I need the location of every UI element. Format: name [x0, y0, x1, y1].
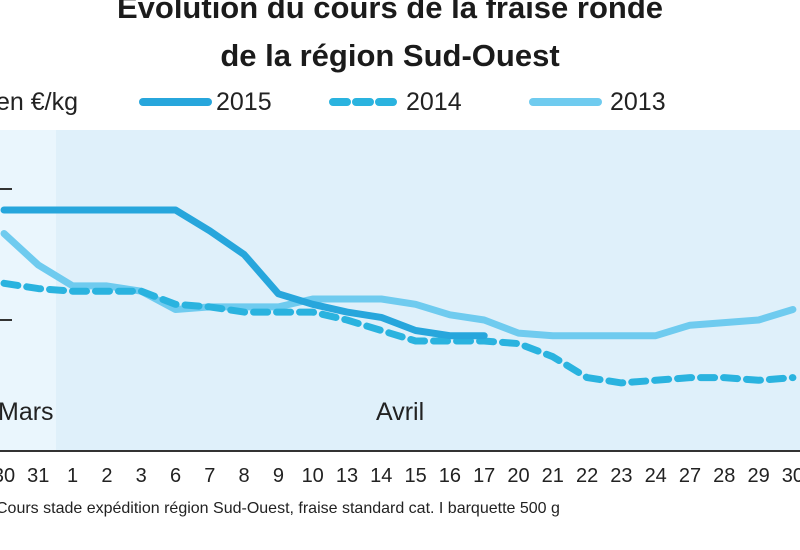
chart-subtitle: de la région Sud-Ouest: [220, 38, 560, 73]
series-line-2015: [0, 206, 488, 340]
x-tick-label: 28: [713, 465, 735, 487]
x-tick-label: 22: [576, 465, 598, 487]
y-ticks: [0, 188, 12, 321]
x-tick-label: 3: [136, 465, 147, 487]
x-tick-label: 9: [273, 465, 284, 487]
x-tick-label: 14: [370, 465, 392, 487]
x-tick-label: 23: [610, 465, 632, 487]
x-tick-label: 1: [67, 465, 78, 487]
x-tick-label: 8: [239, 465, 250, 487]
legend-label-2015: 2015: [216, 88, 272, 116]
series-group: [0, 206, 797, 387]
x-tick-label: 27: [679, 465, 701, 487]
legend-label-2014: 2014: [406, 88, 462, 116]
x-tick-label: 10: [302, 465, 324, 487]
x-tick-label: 7: [204, 465, 215, 487]
x-tick-label: 17: [473, 465, 495, 487]
x-tick-label: 6: [170, 465, 181, 487]
x-tick-label: 30: [782, 465, 800, 487]
x-tick-label: 30: [0, 465, 15, 487]
x-tick-label: 31: [27, 465, 49, 487]
x-tick-label: 24: [645, 465, 667, 487]
month-label-mars: Mars: [0, 398, 54, 426]
x-tick-label: 16: [439, 465, 461, 487]
y-axis-unit-label: en €/kg: [0, 88, 79, 116]
legend-label-2013: 2013: [610, 88, 666, 116]
x-ticks: 3031123678910131415161720212223242728293…: [0, 465, 800, 487]
series-line-2014: [0, 279, 797, 387]
x-tick-label: 21: [542, 465, 564, 487]
x-tick-label: 13: [336, 465, 358, 487]
source-note: Cours stade expédition région Sud-Ouest,…: [0, 500, 560, 517]
chart-title: Evolution du cours de la fraise ronde: [116, 0, 664, 25]
x-tick-label: 2: [101, 465, 112, 487]
x-tick-label: 20: [507, 465, 529, 487]
month-label-avril: Avril: [376, 398, 425, 426]
x-tick-label: 29: [747, 465, 769, 487]
x-tick-label: 15: [404, 465, 426, 487]
